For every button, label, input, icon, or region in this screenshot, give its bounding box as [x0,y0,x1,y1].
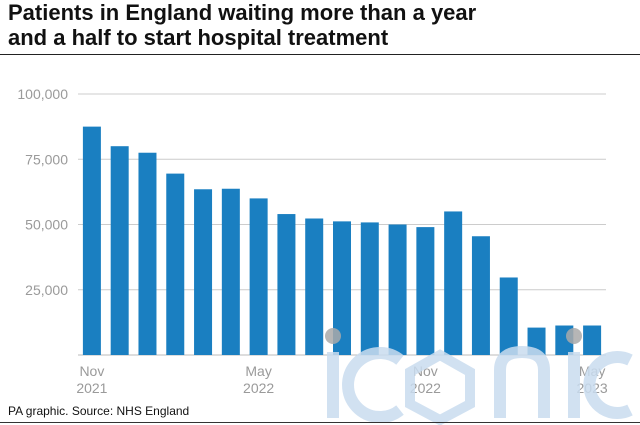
bar [166,173,185,355]
watermark-stroke [583,351,633,419]
bar [305,218,324,355]
y-tick-label: 50,000 [25,217,68,233]
watermark-logo [325,328,633,425]
watermark-stroke [327,352,339,418]
y-tick-label: 75,000 [25,151,68,167]
bar [416,227,435,355]
watermark-dot [566,328,582,344]
watermark-stroke [568,352,580,418]
bottom-divider [0,422,640,423]
x-tick-year: 2022 [243,380,274,396]
bars [82,126,602,355]
y-tick-label: 100,000 [17,86,68,102]
bar [194,189,213,355]
y-tick-label: 25,000 [25,282,68,298]
chart-title: Patients in England waiting more than a … [8,0,632,50]
bar [499,277,518,355]
bar [138,152,157,355]
title-line-1: Patients in England waiting more than a … [8,0,477,25]
watermark-dot [325,328,341,344]
watermark-stroke [494,345,550,418]
bar [471,236,490,355]
x-tick-year: 2022 [410,380,441,396]
x-tick-month: May [245,363,271,379]
bar [277,214,296,355]
title-line-2: and a half to start hospital treatment [8,25,389,50]
bar [333,221,351,355]
title-divider [0,54,640,55]
x-tick-year: 2021 [76,380,107,396]
bar [444,211,463,355]
x-tick-month: Nov [79,363,104,379]
bar [583,325,602,355]
bar [249,198,268,355]
bar [388,224,407,355]
bar [82,126,101,355]
bar [221,188,240,355]
bar [360,222,379,355]
watermark-stroke [342,347,404,423]
y-axis-ticks: 100,000 75,000 50,000 25,000 [17,86,68,298]
bar [110,146,129,355]
watermark-stroke [405,349,475,425]
source-footer: PA graphic. Source: NHS England [8,404,190,418]
